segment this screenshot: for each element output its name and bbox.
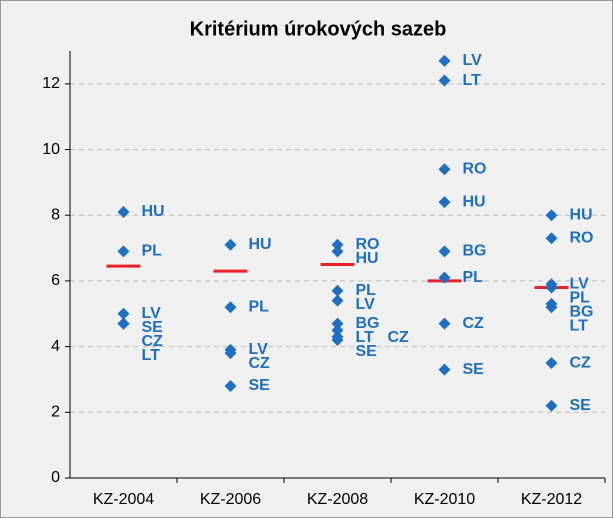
y-tick-label: 4: [51, 338, 60, 355]
marker: [331, 284, 344, 297]
marker: [117, 205, 130, 218]
x-tick-label: KZ-2008: [307, 491, 368, 508]
point-label: BG: [463, 243, 487, 260]
marker: [545, 399, 558, 412]
marker: [331, 238, 344, 251]
marker: [331, 317, 344, 330]
marker: [331, 324, 344, 337]
marker: [438, 74, 451, 87]
point-label: SE: [142, 319, 164, 336]
point-label: RO: [463, 160, 487, 177]
point-label: HU: [463, 193, 486, 210]
point-label: BG: [356, 315, 380, 332]
marker: [117, 307, 130, 320]
point-label: PL: [570, 289, 591, 306]
point-label: PL: [249, 298, 270, 315]
point-label: LT: [356, 329, 375, 346]
point-label: SE: [463, 361, 485, 378]
point-label: CZ: [463, 315, 485, 332]
point-label: LV: [142, 305, 162, 322]
y-tick-label: 10: [42, 141, 60, 158]
marker: [224, 238, 237, 251]
point-label: PL: [142, 243, 163, 260]
y-tick-label: 12: [42, 75, 60, 92]
y-tick-label: 0: [51, 469, 60, 486]
point-label: LT: [570, 317, 589, 334]
marker: [438, 163, 451, 176]
point-label: RO: [356, 236, 380, 253]
marker: [224, 347, 237, 360]
x-tick-label: KZ-2006: [200, 491, 261, 508]
marker: [438, 317, 451, 330]
marker: [545, 357, 558, 370]
point-label: LV: [249, 341, 269, 358]
point-label: HU: [356, 250, 379, 267]
point-label: HU: [249, 236, 272, 253]
marker: [117, 317, 130, 330]
marker: [545, 281, 558, 294]
point-label: SE: [570, 397, 592, 414]
point-label: BG: [570, 303, 594, 320]
marker: [224, 301, 237, 314]
point-label: HU: [142, 203, 165, 220]
y-tick-label: 2: [51, 404, 60, 421]
marker: [224, 380, 237, 393]
y-tick-label: 8: [51, 206, 60, 223]
marker: [438, 54, 451, 67]
marker: [331, 334, 344, 347]
y-tick-label: 6: [51, 272, 60, 289]
point-label: LT: [142, 347, 161, 364]
point-label: CZ: [570, 354, 592, 371]
point-label: SE: [356, 343, 378, 360]
point-label: RO: [570, 229, 594, 246]
x-tick-label: KZ-2004: [93, 491, 154, 508]
point-label: PL: [356, 282, 377, 299]
point-label: CZ: [388, 329, 410, 346]
point-label: LV: [570, 275, 590, 292]
point-label: CZ: [142, 333, 164, 350]
point-label: LV: [356, 296, 376, 313]
point-label: CZ: [249, 355, 271, 372]
point-label: LT: [463, 72, 482, 89]
point-label: LV: [463, 52, 483, 69]
chart-title: Kritérium úrokových sazeb: [190, 18, 447, 40]
marker: [331, 294, 344, 307]
point-label: PL: [463, 269, 484, 286]
marker: [331, 245, 344, 258]
marker: [438, 271, 451, 284]
point-label: SE: [249, 377, 271, 394]
marker: [438, 245, 451, 258]
marker: [545, 232, 558, 245]
marker: [545, 301, 558, 314]
marker: [545, 209, 558, 222]
marker: [438, 363, 451, 376]
point-label: HU: [570, 206, 593, 223]
x-tick-label: KZ-2010: [414, 491, 475, 508]
x-tick-label: KZ-2012: [521, 491, 582, 508]
marker: [438, 196, 451, 209]
marker: [117, 245, 130, 258]
